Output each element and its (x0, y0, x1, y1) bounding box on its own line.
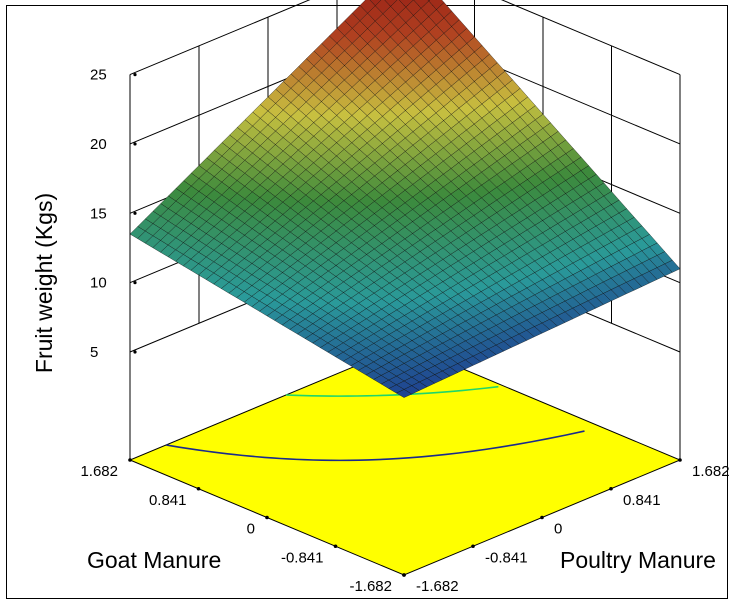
x-tick-mark (196, 486, 201, 491)
x-tick-mark (265, 515, 269, 520)
x-tick-mark (333, 544, 338, 549)
y-tick-label: -0.841 (485, 549, 528, 566)
y-tick-mark (678, 458, 682, 462)
y-tick-label: 0.841 (623, 492, 661, 509)
z-tick-mark (133, 142, 137, 146)
z-tick-label: 25 (90, 67, 107, 84)
z-tick-mark (133, 350, 137, 354)
contour-line (285, 385, 499, 397)
wall-grid-line (500, 0, 681, 76)
wall-grid-line (129, 0, 311, 76)
y-tick-mark (540, 515, 544, 520)
y-tick-label: 0 (554, 521, 562, 538)
tick-marks: 5 10 15 20 25 1.682 0.841 0 -0.841 -1.682 1.682 0.8… (80, 67, 729, 595)
y-tick-label: 1.682 (692, 463, 730, 480)
y-tick-mark (609, 486, 613, 491)
contour-line (165, 430, 585, 462)
x-tick-label: 0 (247, 521, 255, 538)
y-axis-label: Poultry Manure (560, 547, 716, 573)
y-tick-mark (471, 544, 475, 549)
y-tick-label: -1.682 (416, 578, 459, 595)
z-tick-label: 5 (90, 344, 98, 361)
x-tick-label: 0.841 (149, 492, 187, 509)
z-tick-label: 20 (90, 136, 107, 153)
y-tick-mark (402, 573, 406, 577)
x-tick-mark (128, 458, 132, 462)
response-surface (129, 0, 681, 398)
z-axis-label: Fruit weight (Kgs) (31, 193, 57, 373)
z-tick-mark (133, 73, 137, 77)
z-tick-label: 10 (90, 275, 107, 292)
z-tick-label: 15 (90, 205, 107, 222)
x-tick-label: 1.682 (80, 463, 118, 480)
z-tick-mark (133, 281, 137, 285)
surface-cell (396, 389, 413, 398)
x-tick-label: -0.841 (281, 549, 324, 566)
z-tick-mark (133, 211, 137, 215)
x-tick-label: -1.682 (349, 578, 392, 595)
x-axis-label: Goat Manure (87, 547, 221, 573)
